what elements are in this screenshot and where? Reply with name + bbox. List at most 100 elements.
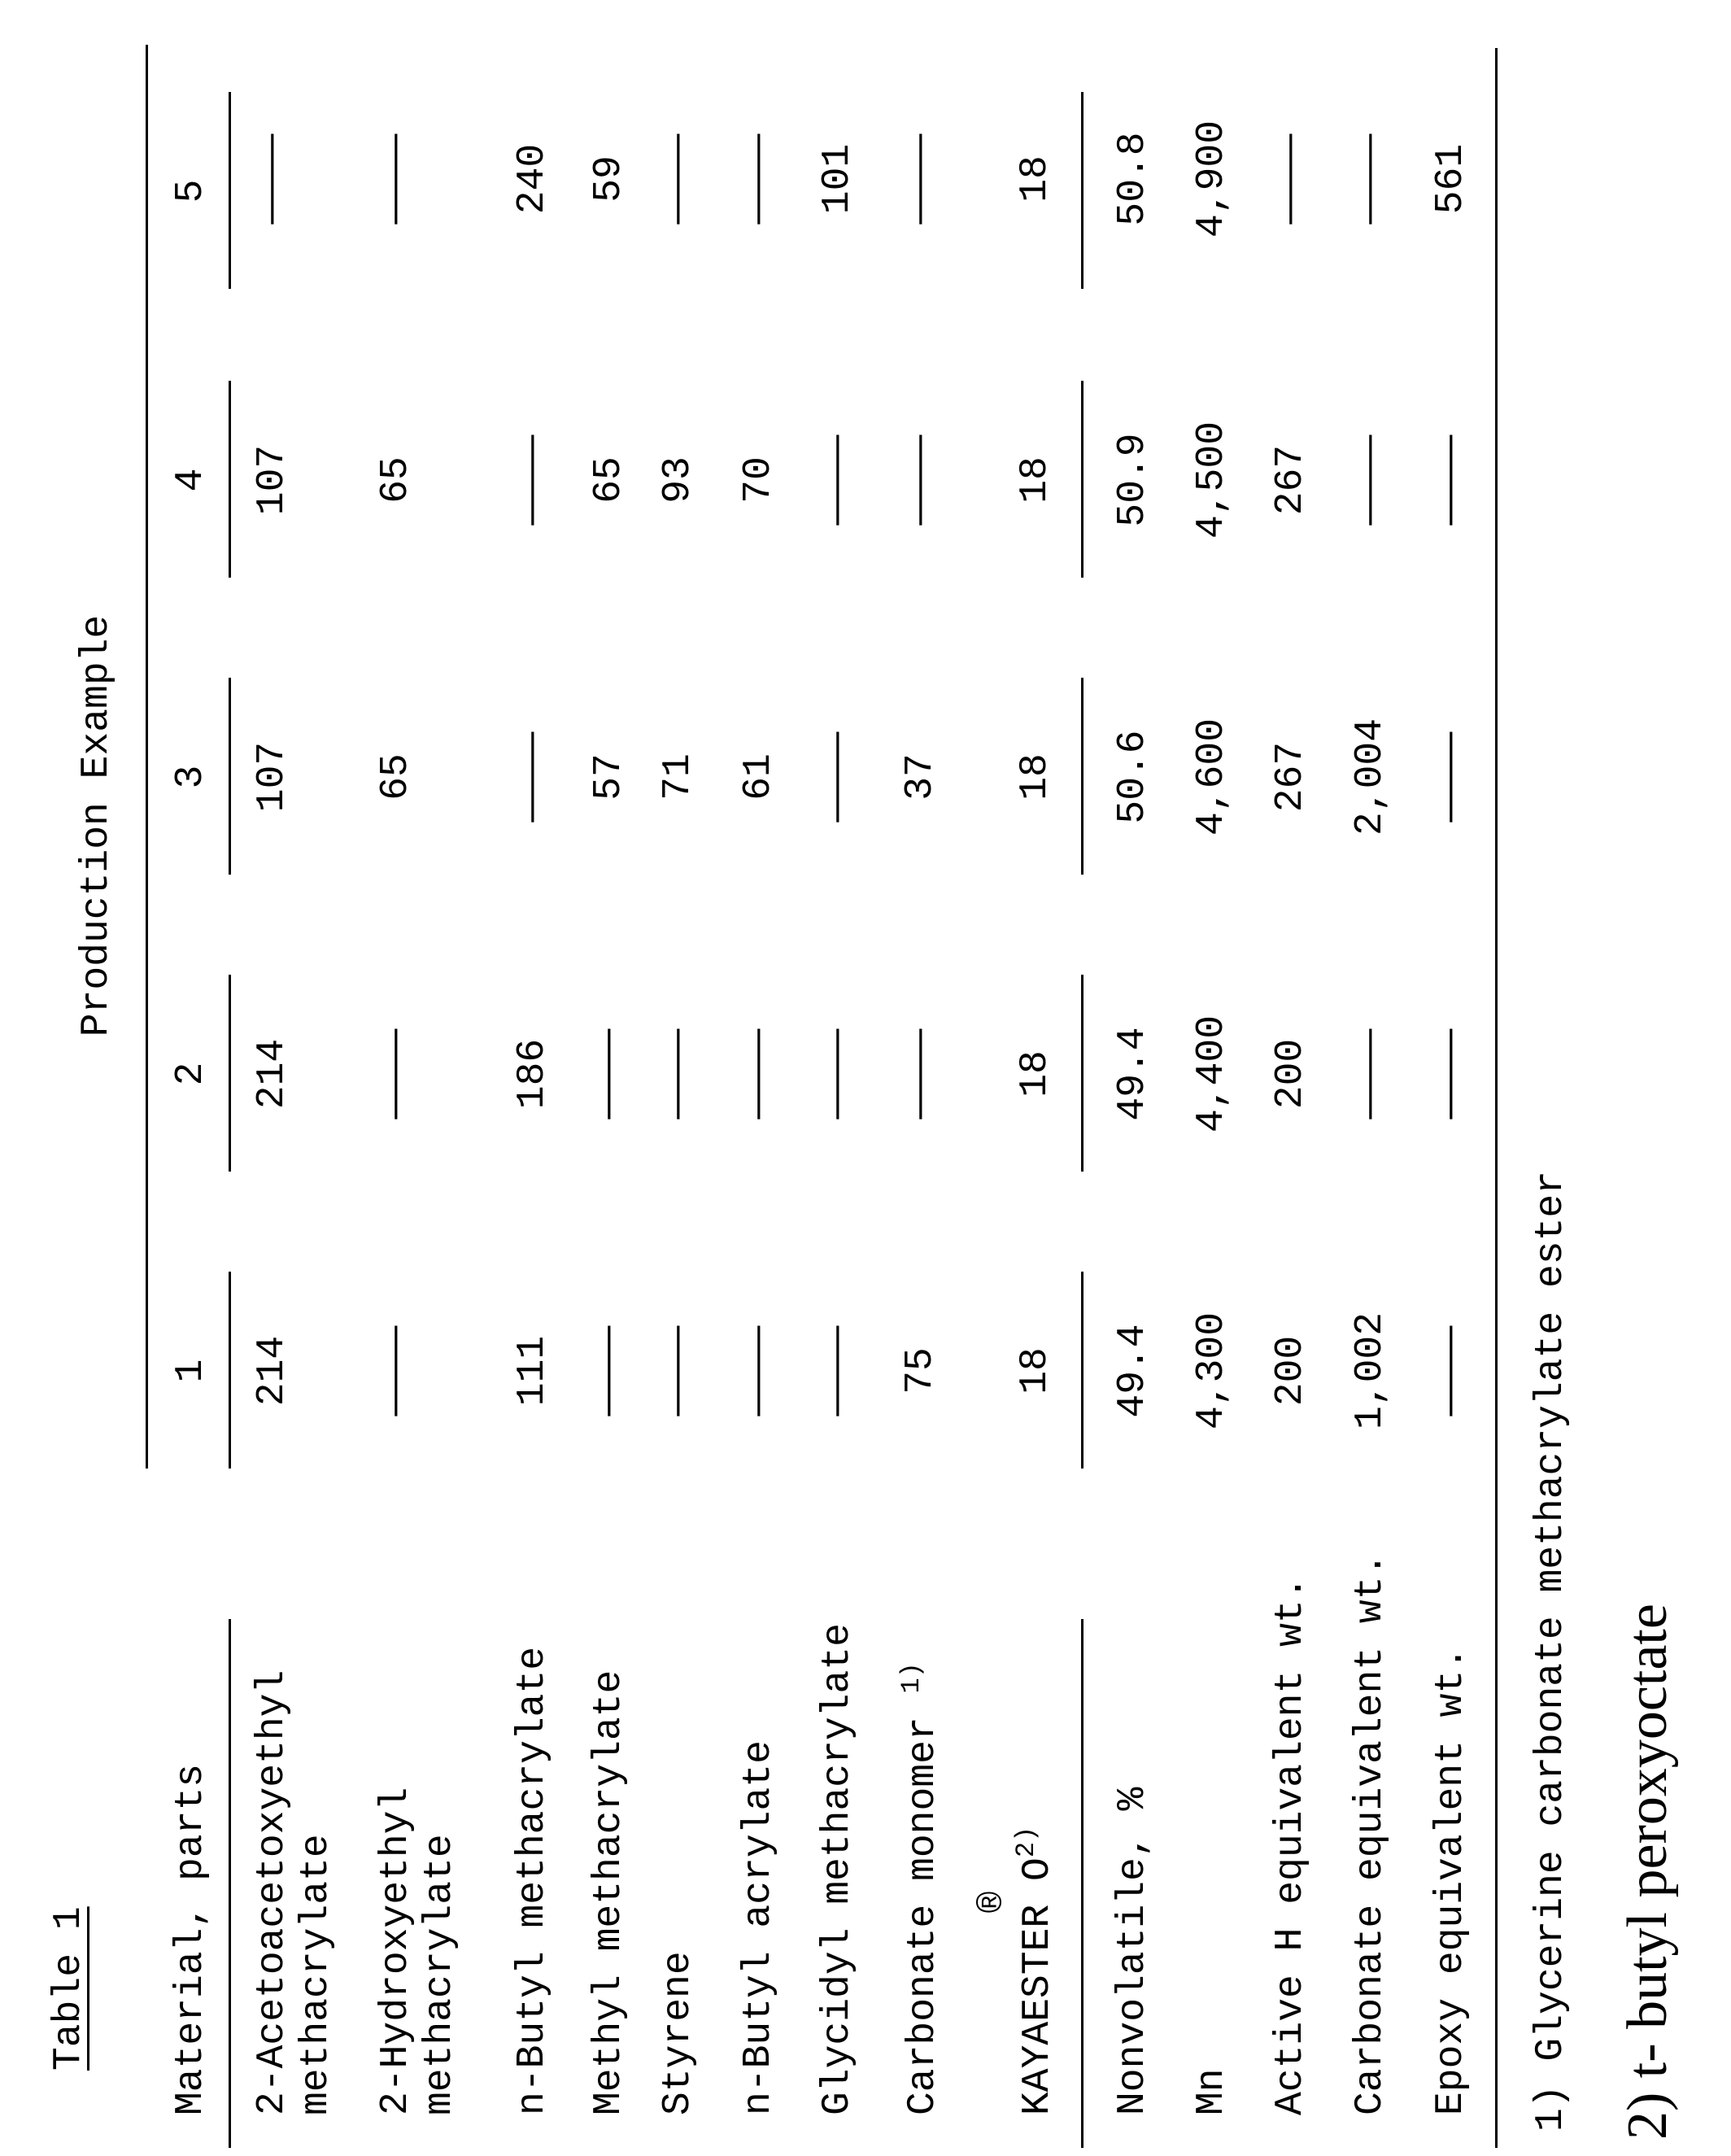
- table-cell: 18: [1016, 1050, 1055, 1098]
- label-column-header: Material, parts: [172, 1764, 211, 2115]
- table-cell: 70: [739, 456, 778, 504]
- header-rule-label: [229, 1619, 231, 2148]
- table-cell: 186: [513, 1039, 552, 1109]
- table-cell: 1,002: [1351, 1312, 1390, 1429]
- row-label: 2-Acetoacetoxyethyl: [253, 1670, 292, 2115]
- table-cell-empty: —: [1351, 168, 1390, 191]
- table-cell: 65: [590, 456, 629, 504]
- row-label: Styrene: [659, 1951, 698, 2115]
- summary-rule-col-3: [1081, 678, 1084, 875]
- row-label-text: n-Butyl methacrylate: [511, 1647, 555, 2115]
- dash: —: [590, 1029, 629, 1118]
- header-rule-col-4: [229, 381, 231, 578]
- row-label-text: Methyl methacrylate: [587, 1670, 631, 2115]
- summary-rule-col-4: [1081, 381, 1084, 578]
- dash: —: [818, 1326, 857, 1415]
- dash: —: [901, 1029, 940, 1118]
- dash: —: [818, 1029, 857, 1118]
- table-cell: 18: [1016, 155, 1055, 203]
- summary-rule-col-2: [1081, 975, 1084, 1172]
- group-header-rule: [146, 45, 148, 1469]
- column-header: 2: [172, 1063, 211, 1086]
- row-label: Mn: [1193, 2068, 1232, 2115]
- group-header: Production Example: [77, 615, 116, 1037]
- table-cell: 267: [1271, 445, 1310, 515]
- row-label: Carbonate equivalent wt.: [1351, 1553, 1390, 2115]
- table-cell-empty: —: [590, 1360, 629, 1383]
- summary-rule-col-5: [1081, 92, 1084, 289]
- dash: —: [818, 732, 857, 821]
- row-label: Carbonate monomer 1): [899, 1662, 943, 2115]
- table-cell: 200: [1271, 1039, 1310, 1109]
- row-label: n-Butyl acrylate: [739, 1740, 778, 2115]
- dash: —: [659, 1029, 698, 1118]
- table-cell: 4,500: [1193, 421, 1232, 539]
- dash: —: [513, 435, 552, 524]
- dash: —: [1351, 134, 1390, 223]
- header-rule-col-5: [229, 92, 231, 289]
- row-label-text: Active H equivalent wt.: [1269, 1576, 1313, 2115]
- table-cell-empty: —: [513, 766, 552, 789]
- dash: —: [1432, 1326, 1471, 1415]
- dash: —: [901, 134, 940, 223]
- dash: —: [253, 134, 292, 223]
- footnote-ref: 1): [896, 1662, 927, 1693]
- row-label: Epoxy equivalent wt.: [1432, 1647, 1471, 2115]
- table-cell: 107: [253, 742, 292, 812]
- dash: —: [659, 134, 698, 223]
- table-cell: 61: [739, 753, 778, 801]
- row-label-text: Glycidyl methacrylate: [816, 1623, 860, 2115]
- table-cell: 4,400: [1193, 1015, 1232, 1133]
- table-cell: 50.8: [1114, 132, 1153, 225]
- table-cell-empty: —: [1351, 1063, 1390, 1086]
- table-cell-empty: —: [590, 1063, 629, 1086]
- table-cell-empty: —: [1432, 1063, 1471, 1086]
- dash: —: [739, 1326, 778, 1415]
- row-label: Glycidyl methacrylate: [818, 1623, 857, 2115]
- table-cell-empty: —: [739, 168, 778, 191]
- dash: —: [377, 134, 416, 223]
- dash: —: [901, 435, 940, 524]
- table-title: Table 1: [50, 1906, 89, 2071]
- footnote-2: 2) t- butyl peroxyoctate: [1620, 1604, 1676, 2140]
- table-cell: 65: [377, 456, 416, 504]
- table-cell: 200: [1271, 1336, 1310, 1406]
- footnote-ref: 2): [1011, 1826, 1041, 1857]
- table-cell-empty: —: [901, 168, 940, 191]
- table-cell: 214: [253, 1336, 292, 1406]
- dash: —: [739, 1029, 778, 1118]
- table-cell: 59: [590, 155, 629, 203]
- table-cell: 93: [659, 456, 698, 504]
- dash: —: [1432, 435, 1471, 524]
- table-cell: 4,300: [1193, 1312, 1232, 1429]
- row-label-text: Epoxy equivalent wt.: [1429, 1647, 1473, 2115]
- row-label-text: Carbonate monomer: [901, 1694, 945, 2115]
- row-label-text: 2-Hydroxyethyl: [374, 1787, 418, 2115]
- dash: —: [1351, 1029, 1390, 1118]
- table-cell: 101: [818, 144, 857, 214]
- header-rule-col-1: [229, 1272, 231, 1469]
- dash: —: [739, 134, 778, 223]
- table-cell: 4,600: [1193, 718, 1232, 836]
- row-label-line2: methacrylate: [297, 1834, 336, 2115]
- table-cell-empty: —: [1432, 766, 1471, 789]
- table-cell-empty: —: [1271, 168, 1310, 191]
- table-cell-empty: —: [659, 1360, 698, 1383]
- table-cell: 267: [1271, 742, 1310, 812]
- table-cell: 240: [513, 144, 552, 214]
- table-cell: 561: [1432, 144, 1471, 214]
- rotated-table-page: Table 1 Production Example Material, par…: [0, 0, 1731, 2156]
- dash: —: [818, 435, 857, 524]
- table-cell-empty: —: [659, 1063, 698, 1086]
- header-rule-col-2: [229, 975, 231, 1172]
- row-label-line2: methacrylate: [421, 1834, 460, 2115]
- row-label-text: Carbonate equivalent wt.: [1349, 1553, 1393, 2115]
- table-cell-empty: —: [659, 168, 698, 191]
- header-rule-col-3: [229, 678, 231, 875]
- dash: —: [377, 1326, 416, 1415]
- row-label: n-Butyl methacrylate: [513, 1647, 552, 2115]
- table-cell-empty: —: [901, 1063, 940, 1086]
- table-cell-empty: —: [1432, 469, 1471, 492]
- table-cell-empty: —: [1432, 1360, 1471, 1383]
- table-cell-empty: —: [818, 1063, 857, 1086]
